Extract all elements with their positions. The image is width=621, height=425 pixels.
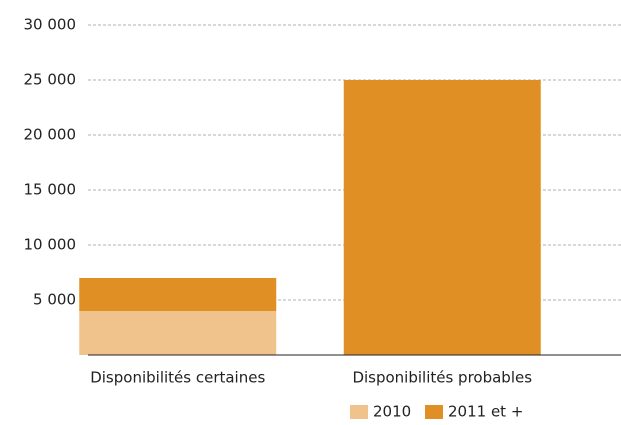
x-tick-label: Disponibilités probables [352,369,532,387]
bar-segment [79,278,277,311]
y-tick-label: 20 000 [24,126,77,144]
y-tick-label: 5 000 [33,291,76,309]
legend-label: 2011 et + [448,403,523,421]
legend-label: 2010 [373,403,411,421]
legend-swatch [425,405,443,419]
y-tick-label: 30 000 [24,16,77,34]
legend-swatch [350,405,368,419]
y-tick-label: 15 000 [24,181,77,199]
bar-segment [343,80,541,355]
y-tick-label: 25 000 [24,71,77,89]
y-tick-label: 10 000 [24,236,77,254]
x-tick-label: Disponibilités certaines [90,369,265,387]
bar-segment [79,311,277,355]
